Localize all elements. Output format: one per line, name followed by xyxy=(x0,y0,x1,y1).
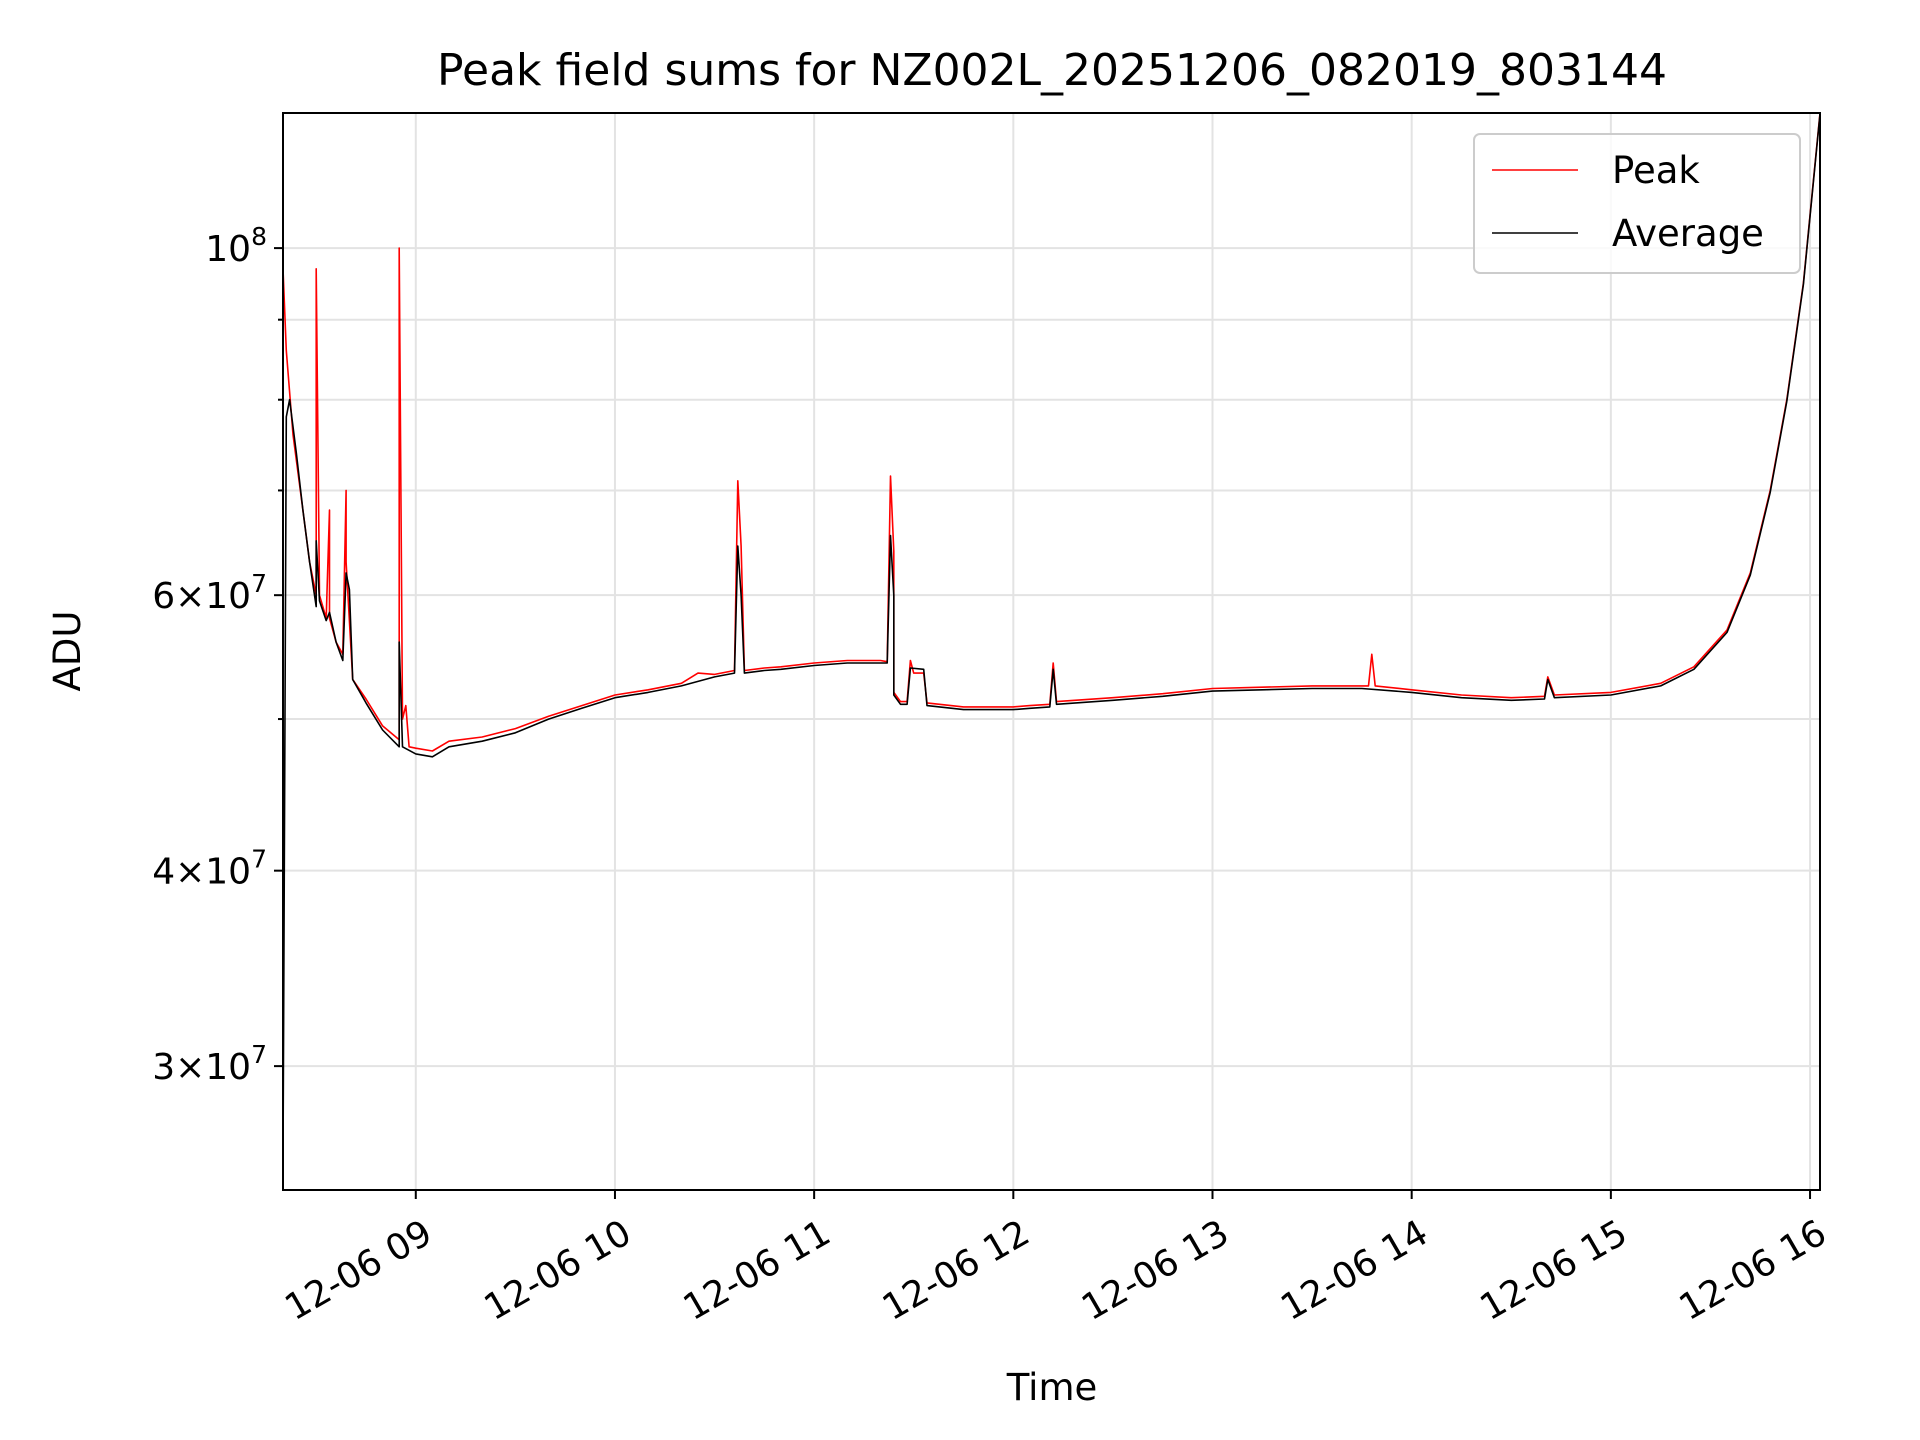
y-tick-label: 108 xyxy=(205,222,267,270)
y-tick-label-exponent: 7 xyxy=(251,569,267,598)
y-tick-label-base: 10 xyxy=(205,229,251,270)
y-tick-label-exponent: 7 xyxy=(251,845,267,874)
y-tick-label-exponent: 7 xyxy=(251,1040,267,1069)
y-tick-label-exponent: 8 xyxy=(251,222,267,251)
series-line-average xyxy=(283,114,1820,1164)
chart-title: Peak field sums for NZ002L_20251206_0820… xyxy=(437,45,1667,96)
y-tick-label-base: 6×10 xyxy=(152,576,251,617)
legend: Peak Average xyxy=(1473,133,1801,274)
y-tick-label-base: 3×10 xyxy=(152,1047,251,1088)
legend-box xyxy=(1473,133,1801,274)
legend-label-average: Average xyxy=(1612,212,1764,255)
x-axis-label: Time xyxy=(1006,1366,1098,1409)
series-line-peak xyxy=(283,113,1820,752)
y-tick-label: 4×107 xyxy=(152,845,267,893)
y-tick-label-base: 4×10 xyxy=(152,852,251,893)
plot-frame xyxy=(282,112,1821,1191)
y-axis-label: ADU xyxy=(46,611,89,692)
y-tick-label: 3×107 xyxy=(152,1040,267,1088)
grid xyxy=(283,113,1820,1190)
y-tick-label: 6×107 xyxy=(152,569,267,617)
legend-label-peak: Peak xyxy=(1612,149,1700,192)
plot-series xyxy=(283,113,1820,1164)
